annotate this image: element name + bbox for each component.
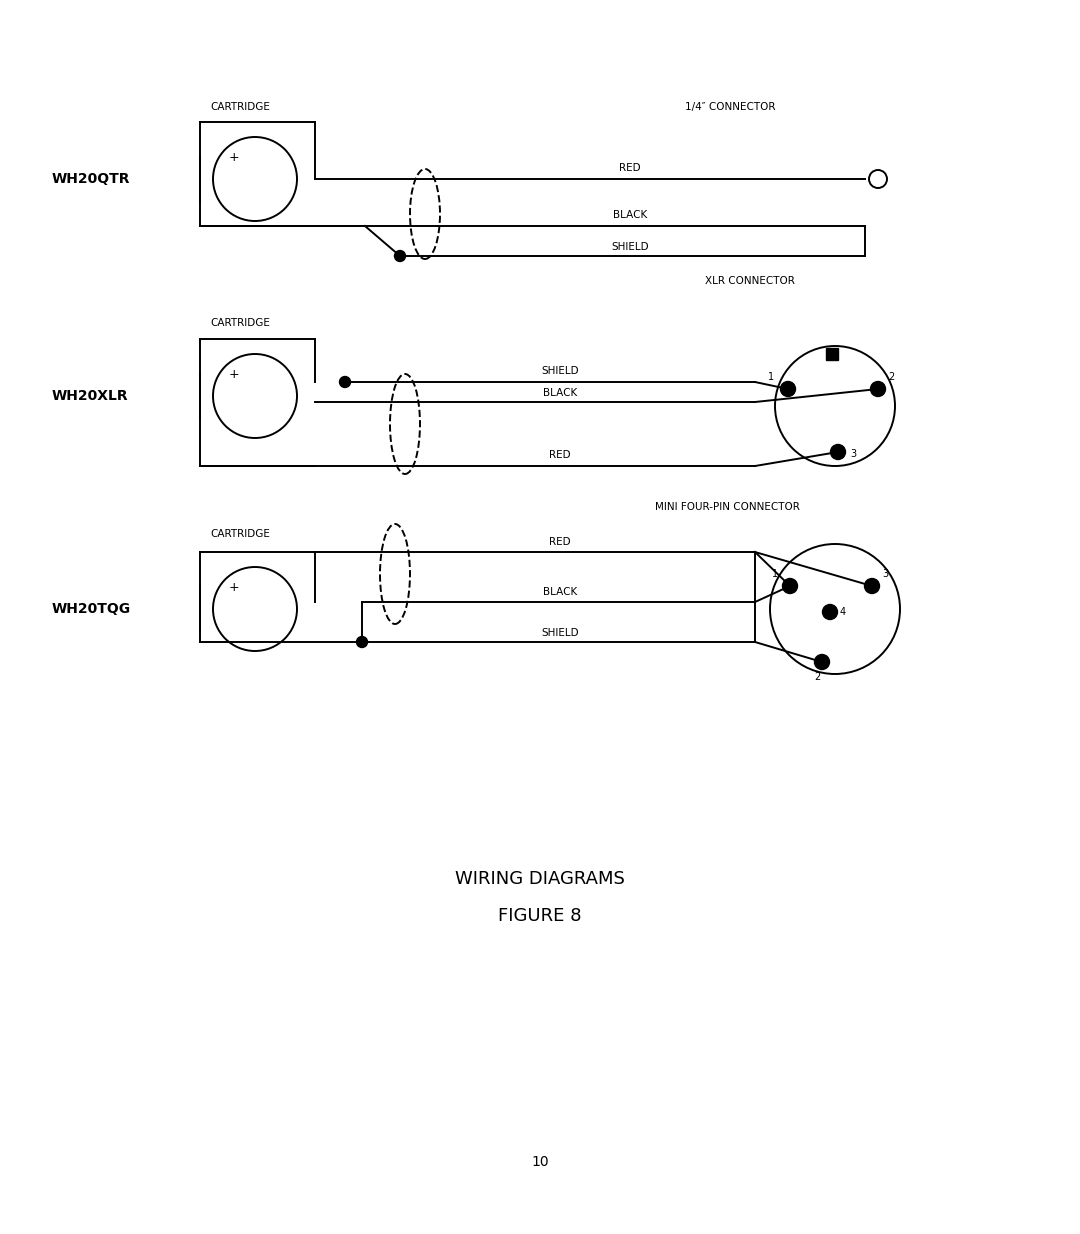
- Circle shape: [831, 444, 846, 459]
- Circle shape: [870, 381, 886, 396]
- Text: 1/4″ CONNECTOR: 1/4″ CONNECTOR: [685, 102, 775, 112]
- Text: 2: 2: [888, 371, 894, 383]
- Text: 1: 1: [772, 569, 778, 579]
- Text: RED: RED: [550, 450, 571, 460]
- Text: BLACK: BLACK: [543, 387, 577, 399]
- Circle shape: [356, 637, 367, 648]
- Circle shape: [783, 579, 797, 594]
- Circle shape: [394, 251, 405, 262]
- Text: WH20QTR: WH20QTR: [52, 172, 131, 186]
- Text: 4: 4: [840, 607, 846, 617]
- Text: XLR CONNECTOR: XLR CONNECTOR: [705, 276, 795, 286]
- Text: +: +: [229, 368, 240, 380]
- Circle shape: [823, 605, 837, 619]
- Text: SHIELD: SHIELD: [611, 242, 649, 252]
- Circle shape: [339, 376, 351, 387]
- Text: CARTRIDGE: CARTRIDGE: [210, 529, 270, 539]
- Text: RED: RED: [550, 537, 571, 547]
- Text: SHIELD: SHIELD: [541, 628, 579, 638]
- Circle shape: [814, 654, 829, 670]
- Text: 10: 10: [531, 1155, 549, 1169]
- Text: 1: 1: [768, 371, 774, 383]
- Text: MINI FOUR-PIN CONNECTOR: MINI FOUR-PIN CONNECTOR: [654, 502, 800, 512]
- Circle shape: [864, 579, 879, 594]
- Text: BLACK: BLACK: [543, 587, 577, 597]
- Text: CARTRIDGE: CARTRIDGE: [210, 318, 270, 328]
- Circle shape: [781, 381, 796, 396]
- Text: RED: RED: [619, 163, 640, 173]
- Text: 3: 3: [850, 449, 856, 459]
- Text: 2: 2: [814, 673, 820, 682]
- Text: +: +: [229, 581, 240, 594]
- Text: SHIELD: SHIELD: [541, 366, 579, 376]
- Text: +: +: [229, 151, 240, 164]
- Text: CARTRIDGE: CARTRIDGE: [210, 102, 270, 112]
- Text: 3: 3: [882, 569, 888, 579]
- Text: FIGURE 8: FIGURE 8: [498, 907, 582, 926]
- Text: BLACK: BLACK: [612, 210, 647, 220]
- Text: WIRING DIAGRAMS: WIRING DIAGRAMS: [455, 870, 625, 888]
- Text: WH20TQG: WH20TQG: [52, 602, 131, 616]
- Text: WH20XLR: WH20XLR: [52, 389, 129, 404]
- Bar: [826, 348, 838, 360]
